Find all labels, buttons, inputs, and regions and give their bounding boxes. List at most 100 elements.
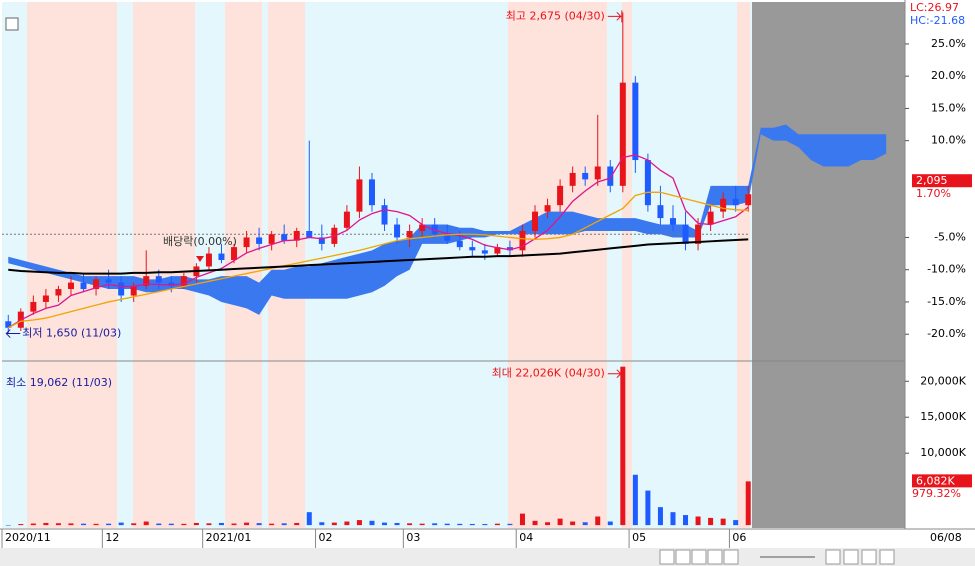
y-tick-label: 25.0% — [931, 37, 966, 50]
volume-bar — [93, 523, 99, 526]
volume-bar — [419, 523, 425, 526]
volume-bar — [620, 366, 626, 526]
candle-body — [67, 282, 74, 290]
volume-bar — [118, 522, 124, 526]
candle-body — [419, 224, 426, 231]
y-tick-label: -20.0% — [927, 327, 966, 340]
volume-bar — [55, 523, 61, 526]
toolbar — [0, 548, 975, 566]
button[interactable] — [843, 549, 859, 565]
plot-layer — [2, 12, 887, 526]
x-tick-label: 06/08 — [930, 531, 962, 544]
candle-body — [695, 224, 702, 244]
candle-body — [30, 301, 37, 312]
volume-bar — [306, 512, 312, 526]
volume-bar — [532, 520, 538, 526]
candle-body — [180, 276, 187, 286]
y-tick-label: -5.0% — [934, 230, 966, 243]
volume-bar — [582, 522, 588, 526]
volume-bar — [632, 474, 638, 526]
button[interactable] — [861, 549, 877, 565]
candle-body — [481, 250, 488, 254]
candle-body — [532, 211, 539, 231]
future-area — [752, 2, 905, 528]
last-change: 1.70% — [916, 187, 951, 200]
candle-body — [557, 185, 564, 206]
volume-bar — [181, 523, 187, 526]
button[interactable] — [707, 549, 723, 565]
candle-body — [256, 237, 263, 244]
note-arrow — [607, 369, 622, 379]
candle-body — [582, 172, 589, 180]
button[interactable] — [723, 549, 739, 565]
low-note: 최저 1,650 (11/03) — [22, 327, 121, 340]
x-tick-label: 03 — [406, 531, 420, 544]
button[interactable] — [675, 549, 691, 565]
y-tick-label: 20.0% — [931, 69, 966, 82]
candle-body — [55, 289, 62, 296]
last-volume: 6,082K — [916, 474, 955, 487]
volume-min-note: 최소 19,062 (11/03) — [6, 376, 112, 389]
ma-line — [7, 191, 749, 329]
candle-body — [745, 194, 752, 206]
note-arrow — [607, 10, 623, 23]
volume-bar — [244, 522, 250, 526]
candle-body — [720, 198, 727, 212]
x-tick-label: 04 — [519, 531, 533, 544]
button[interactable] — [659, 549, 675, 565]
dividend-arrow — [196, 256, 204, 262]
x-tick-label: 06 — [732, 531, 746, 544]
candle-body — [506, 247, 513, 251]
volume-bar — [369, 520, 375, 526]
volume-bar — [269, 523, 275, 526]
candle-body — [619, 82, 626, 186]
right-axis — [905, 0, 975, 548]
volume-bar — [168, 523, 174, 526]
candle-body — [607, 166, 614, 186]
volume-bar — [607, 521, 613, 526]
candle-body — [519, 230, 526, 251]
candle-body — [456, 240, 463, 248]
hc-label: HC:-21.68 — [910, 14, 965, 27]
candle-body — [243, 237, 250, 248]
volume-bar — [494, 523, 500, 526]
volume-bar — [557, 518, 563, 526]
volume-bar — [394, 522, 400, 526]
button[interactable] — [691, 549, 707, 565]
volume-bar — [469, 523, 475, 526]
candle-body — [368, 179, 375, 206]
ma-line — [7, 154, 749, 329]
volume-bar — [193, 522, 199, 526]
volume-bar — [720, 518, 726, 526]
candle-body — [5, 321, 12, 328]
candle-body — [306, 230, 313, 238]
cloud — [8, 124, 887, 315]
candle-body — [632, 82, 639, 161]
candle-body — [381, 205, 388, 225]
volume-bar — [294, 522, 300, 526]
candle-body — [469, 247, 476, 251]
menu-icon[interactable] — [5, 17, 19, 31]
x-tick-label: 05 — [632, 531, 646, 544]
volume-bar — [432, 523, 438, 526]
candle-body — [682, 224, 689, 244]
volume-bar — [507, 523, 513, 526]
candle-body — [143, 276, 150, 286]
last-price: 2,095 — [916, 174, 948, 187]
volume-bar — [670, 512, 676, 526]
button[interactable] — [879, 549, 895, 565]
candle-body — [669, 218, 676, 225]
button[interactable] — [825, 549, 841, 565]
volume-bar — [444, 523, 450, 526]
x-axis — [0, 529, 975, 548]
volume-bar — [156, 523, 162, 526]
volume-bar — [657, 507, 663, 526]
volume-bar — [695, 516, 701, 526]
candle-body — [494, 247, 501, 254]
last-volume-box — [912, 474, 972, 488]
candle-body — [268, 234, 275, 244]
y-tick-label: 15.0% — [931, 101, 966, 114]
y-tick-label: -10.0% — [927, 263, 966, 276]
candle-body — [118, 282, 125, 296]
candle-body — [343, 211, 350, 228]
